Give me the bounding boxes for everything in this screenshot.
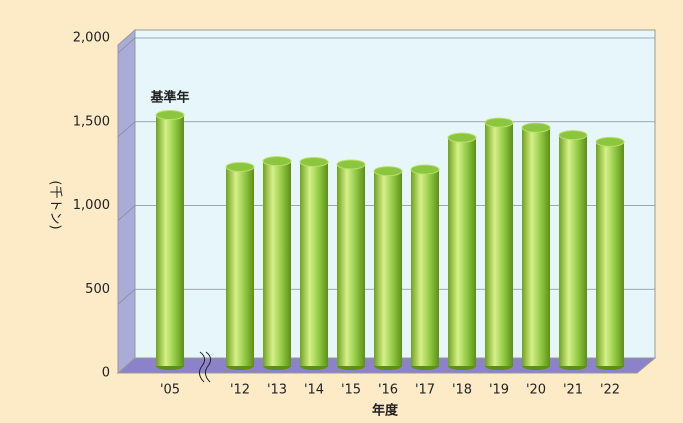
bar xyxy=(596,141,624,366)
bar-top xyxy=(155,110,185,121)
bar-top xyxy=(299,156,329,167)
y-axis-title: (千トン) xyxy=(48,180,63,229)
grid-line-side xyxy=(117,205,136,221)
axis-break xyxy=(198,351,212,383)
bar-top xyxy=(521,122,551,133)
bar xyxy=(156,115,184,366)
x-tick-label: '15 xyxy=(341,383,361,398)
bar xyxy=(448,137,476,366)
bar-top xyxy=(558,130,588,141)
y-tick-label: 2,000 xyxy=(73,31,110,46)
bar-top xyxy=(373,166,403,177)
bar-top xyxy=(410,164,440,175)
annotation: 基準年 xyxy=(149,90,189,106)
bar-top xyxy=(225,161,255,172)
y-tick-label: 1,500 xyxy=(73,114,110,129)
x-tick-label: '21 xyxy=(563,383,583,398)
bar-top xyxy=(484,117,514,128)
bar xyxy=(411,169,439,366)
x-tick-label: '12 xyxy=(230,383,250,398)
side-wall xyxy=(117,28,136,375)
x-tick-label: '05 xyxy=(160,383,180,398)
x-tick-label: '19 xyxy=(489,383,509,398)
x-tick-label: '18 xyxy=(452,383,472,398)
bar xyxy=(559,135,587,366)
bar xyxy=(522,127,550,366)
bar xyxy=(226,166,254,366)
x-tick-label: '14 xyxy=(304,383,324,398)
grid-line-side xyxy=(117,288,136,305)
y-tick-label: 0 xyxy=(102,366,110,381)
bar xyxy=(337,164,365,366)
grid-line-side xyxy=(117,121,136,138)
x-tick-label: '22 xyxy=(600,383,620,398)
x-tick-label: '16 xyxy=(378,383,398,398)
y-tick-label: 1,000 xyxy=(73,198,110,213)
bar-top xyxy=(595,136,625,147)
y-tick-label: 500 xyxy=(85,282,110,297)
bar-top xyxy=(447,132,477,143)
bar-top xyxy=(336,159,366,170)
bar xyxy=(300,161,328,366)
bar-top xyxy=(262,156,292,167)
x-tick-label: '20 xyxy=(526,383,546,398)
bar xyxy=(263,161,291,366)
bar xyxy=(485,122,513,367)
x-tick-label: '13 xyxy=(267,383,287,398)
x-tick-label: '17 xyxy=(415,383,435,398)
bar xyxy=(374,171,402,366)
grid-line-side xyxy=(117,37,136,54)
x-axis-title: 年度 xyxy=(372,403,399,419)
